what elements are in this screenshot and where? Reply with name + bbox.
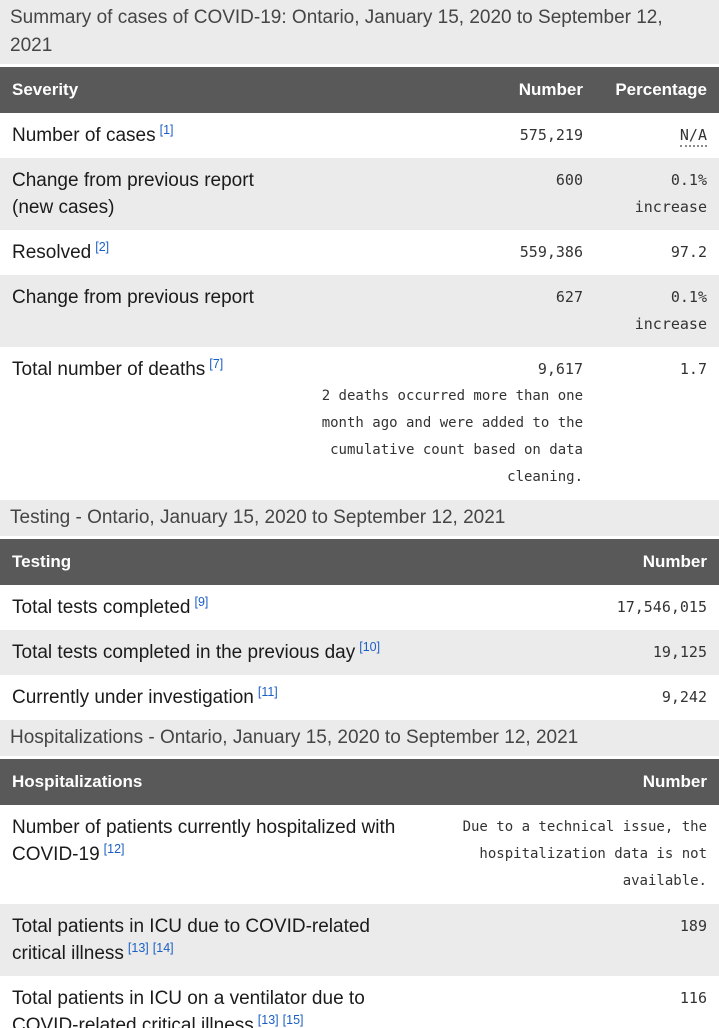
testing-header-row: Testing Number [0,539,719,585]
footnote-link[interactable]: [9] [194,594,209,609]
row-label-cell: Currently under investigation [11] [0,675,559,720]
percentage-cell: 0.1% increase [634,171,707,216]
table-row: Total patients in ICU on a ventilator du… [0,976,719,1028]
column-header-severity: Severity [0,67,305,113]
footnote-sup: [10] [359,638,380,655]
row-label: Change from previous report [12,287,254,308]
summary-section: Summary of cases of COVID-19: Ontario, J… [0,0,719,500]
row-label-cell: Total number of deaths [7] [0,347,305,500]
footnote-sup: [15] [283,1011,304,1028]
table-row: Total patients in ICU due to COVID-relat… [0,904,719,976]
table-row: Total tests completed [9] 17,546,015 [0,585,719,630]
number-cell: 19,125 [652,643,707,661]
table-row: Resolved [2] 559,386 97.2 [0,230,719,275]
table-row: Number of patients currently hospitalize… [0,805,719,904]
technical-issue-note: Due to a technical issue, the hospitaliz… [462,819,707,889]
footnote-link[interactable]: [1] [159,122,174,137]
footnote-sup: [2] [95,238,109,255]
row-label-cell: Change from previous report (new cases) [0,158,305,230]
footnote-link[interactable]: [2] [95,239,110,254]
footnote-link[interactable]: [11] [257,684,278,699]
summary-table: Severity Number Percentage Number of cas… [0,67,719,500]
summary-header-row: Severity Number Percentage [0,67,719,113]
row-label-cell: Total patients in ICU on a ventilator du… [0,976,410,1028]
footnote-link[interactable]: [13] [127,940,149,955]
row-label-cell: Change from previous report [0,275,305,347]
footnote-link[interactable]: [10] [359,639,381,654]
column-header-number: Number [559,539,719,585]
footnote-sup: [7] [209,355,223,372]
row-label: Currently under investigation [12,687,254,708]
number-cell: 559,386 [519,243,583,261]
column-header-testing: Testing [0,539,559,585]
footnote-link[interactable]: [12] [103,841,125,856]
row-label: Total tests completed [12,597,191,618]
percentage-cell: N/A [595,113,719,158]
table-row: Currently under investigation [11] 9,242 [0,675,719,720]
na-abbreviation: N/A [679,126,707,147]
row-label-cell: Total tests completed in the previous da… [0,630,559,675]
hospitalizations-table: Hospitalizations Number Number of patien… [0,759,719,1028]
number-cell: 9,242 [661,688,707,706]
row-label: Number of patients currently hospitalize… [12,817,396,865]
row-label-cell: Resolved [2] [0,230,305,275]
percentage-cell: 97.2 [670,243,707,261]
column-header-hospitalizations: Hospitalizations [0,759,410,805]
column-header-number: Number [305,67,595,113]
row-label: Total patients in ICU on a ventilator du… [12,988,365,1028]
number-cell: 600 [555,171,583,189]
table-row: Change from previous report 627 0.1% inc… [0,275,719,347]
footnote-sup: [1] [160,121,174,138]
footnote-link[interactable]: [7] [209,356,224,371]
table-row: Change from previous report (new cases) … [0,158,719,230]
hospitalizations-caption: Hospitalizations - Ontario, January 15, … [0,720,719,756]
footnote-link[interactable]: [14] [152,940,174,955]
row-label-cell: Number of patients currently hospitalize… [0,805,410,904]
row-label: Resolved [12,242,92,263]
row-label-cell: Total patients in ICU due to COVID-relat… [0,904,410,976]
percentage-cell: 1.7 [679,360,707,378]
number-cell: 17,546,015 [616,598,707,616]
footnote-sup: [9] [194,593,208,610]
number-value: 9,617 [537,360,583,378]
footnote-link[interactable]: [15] [282,1012,304,1027]
row-label: Number of cases [12,125,156,146]
footnote-sup: [11] [258,683,278,700]
number-cell: Due to a technical issue, the hospitaliz… [410,805,719,904]
table-row: Number of cases [1] 575,219 N/A [0,113,719,158]
number-cell: 627 [555,288,583,306]
percentage-cell: 0.1% increase [634,288,707,333]
hospitalizations-header-row: Hospitalizations Number [0,759,719,805]
data-cleaning-note: 2 deaths occurred more than one month ag… [321,388,583,485]
testing-table: Testing Number Total tests completed [9] … [0,539,719,720]
row-label-cell: Number of cases [1] [0,113,305,158]
row-label: Total tests completed in the previous da… [12,642,356,663]
number-cell: 116 [679,989,707,1007]
column-header-number: Number [410,759,719,805]
row-label: Total patients in ICU due to COVID-relat… [12,916,371,964]
footnote-sup: [13] [128,939,149,956]
row-label-cell: Total tests completed [9] [0,585,559,630]
column-header-percentage: Percentage [595,67,719,113]
number-cell: 9,617 2 deaths occurred more than one mo… [305,347,595,500]
footnote-sup: [13] [258,1011,279,1028]
table-row: Total number of deaths [7] 9,617 2 deaths… [0,347,719,500]
table-row: Total tests completed in the previous da… [0,630,719,675]
summary-caption: Summary of cases of COVID-19: Ontario, J… [0,0,719,64]
number-cell: 189 [679,917,707,935]
footnote-sup: [12] [104,840,125,857]
footnote-sup: [14] [153,939,174,956]
testing-caption: Testing - Ontario, January 15, 2020 to S… [0,500,719,536]
footnote-link[interactable]: [13] [257,1012,279,1027]
number-cell: 575,219 [519,126,583,144]
testing-section: Testing - Ontario, January 15, 2020 to S… [0,500,719,720]
row-label: Total number of deaths [12,359,206,380]
row-label: Change from previous report (new cases) [12,170,254,218]
hospitalizations-section: Hospitalizations - Ontario, January 15, … [0,720,719,1028]
